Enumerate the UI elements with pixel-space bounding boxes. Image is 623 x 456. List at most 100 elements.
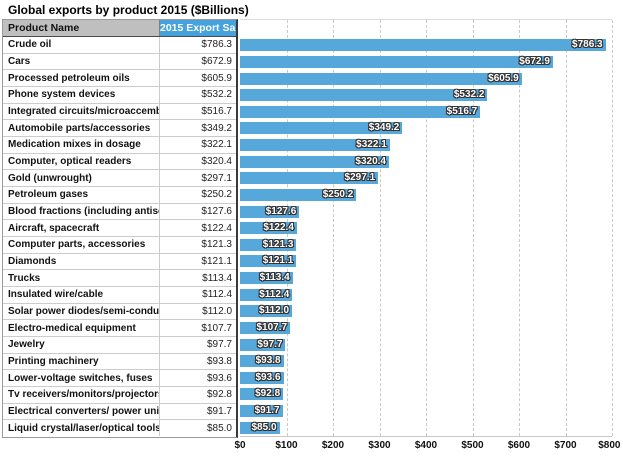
bar-row: $112.4: [240, 286, 612, 303]
column-header-export-sales: 2015 Export Sales: [160, 20, 236, 36]
export-sales-cell: $250.2: [201, 189, 232, 201]
bar-row: $85.0: [240, 419, 612, 436]
bar-value-label: $349.2: [368, 122, 400, 134]
table-row: Printing machinery $93.8: [3, 353, 236, 371]
bar-row: $121.1: [240, 253, 612, 270]
bar: $122.4: [240, 222, 297, 235]
gridline: [333, 20, 334, 436]
bar-value-label: $113.4: [259, 272, 290, 284]
export-sales-cell: $112.4: [202, 289, 232, 301]
bar-value-label: $127.6: [265, 205, 297, 217]
product-name-cell: Liquid crystal/laser/optical tools: [3, 420, 160, 437]
bar: $605.9: [240, 72, 522, 85]
bar: $786.3: [240, 39, 606, 52]
bar-row: $297.1: [240, 170, 612, 187]
export-sales-cell: $85.0: [206, 422, 232, 434]
x-axis-tick-label: $800: [598, 440, 621, 451]
table-row: Tv receivers/monitors/projectors $92.8: [3, 387, 236, 404]
product-name-cell: Printing machinery: [3, 353, 160, 370]
bar-value-label: $97.7: [257, 338, 283, 350]
product-name-cell: Processed petroleum oils: [3, 70, 160, 87]
bar-value-label: $85.0: [251, 421, 277, 433]
export-sales-cell: $322.1: [201, 139, 232, 151]
gridline: [472, 20, 474, 436]
bar: $322.1: [240, 139, 390, 152]
bar: $91.7: [240, 405, 283, 418]
bar: $93.6: [240, 371, 284, 384]
x-axis-tick-label: $100: [275, 440, 298, 451]
product-name-cell: Electro-medical equipment: [3, 320, 160, 337]
table-row: Blood fractions (including antisera) $127…: [3, 203, 236, 221]
table-row: Jewelry $97.7: [3, 337, 236, 354]
bar-row: $349.2: [240, 120, 612, 137]
table-row: Gold (unwrought) $297.1: [3, 170, 236, 188]
gridline: [612, 20, 613, 436]
export-sales-cell: $107.7: [201, 322, 232, 334]
product-name-cell: Solar power diodes/semi-conductors: [3, 303, 160, 320]
bar-value-label: $122.4: [263, 222, 294, 234]
bar-row: $91.7: [240, 403, 612, 420]
bar-row: $672.9: [240, 54, 612, 71]
bar: $516.7: [240, 105, 481, 118]
product-name-cell: Cars: [3, 53, 160, 70]
product-name-cell: Trucks: [3, 270, 160, 287]
table-row: Automobile parts/accessories $349.2: [3, 120, 236, 138]
bar-value-label: $322.1: [356, 139, 387, 151]
export-sales-cell: $121.3: [201, 239, 232, 251]
export-sales-cell: $320.4: [201, 156, 232, 168]
bar-value-label: $532.2: [453, 89, 485, 101]
bar-row: $127.6: [240, 203, 612, 220]
x-axis-tick-label: $400: [414, 440, 438, 451]
product-name-cell: Automobile parts/accessories: [3, 120, 160, 137]
bar-row: $93.8: [240, 353, 612, 370]
table-row: Lower-voltage switches, fuses $93.6: [3, 370, 236, 388]
table-row: Aircraft, spacecraft $122.4: [3, 220, 236, 238]
table-row: Computer, optical readers $320.4: [3, 153, 236, 171]
column-header-product-name: Product Name: [3, 20, 160, 36]
product-name-cell: Phone system devices: [3, 87, 160, 103]
gridline: [426, 20, 427, 436]
table-row: Trucks $113.4: [3, 270, 236, 288]
bar-value-label: $93.8: [255, 355, 281, 367]
product-name-cell: Lower-voltage switches, fuses: [3, 370, 160, 387]
export-sales-cell: $91.7: [206, 406, 232, 418]
bars-container: $786.3 $672.9 $605.9 $532.2 $516.7 $349.2 $322…: [240, 37, 612, 436]
product-name-cell: Tv receivers/monitors/projectors: [3, 387, 160, 403]
gridline: [519, 20, 520, 436]
bar-chart: $786.3 $672.9 $605.9 $532.2 $516.7 $349.2 $322…: [234, 19, 623, 456]
bar: $121.3: [240, 238, 297, 251]
bar: $250.2: [240, 188, 357, 201]
product-name-cell: Aircraft, spacecraft: [3, 220, 160, 237]
product-name-cell: Jewelry: [3, 337, 160, 353]
bar-row: $107.7: [240, 320, 612, 337]
bar-row: $532.2: [240, 87, 612, 104]
x-axis: $0 $100 $200 $300 $400 $500 $600 $700 $800: [234, 440, 623, 456]
table-row: Electrical converters/ power units $91.7: [3, 403, 236, 421]
export-sales-cell: $93.6: [206, 372, 232, 384]
bar: $297.1: [240, 172, 379, 185]
bar-row: $93.6: [240, 370, 612, 387]
table-row: Liquid crystal/laser/optical tools $85.0: [3, 420, 236, 437]
export-sales-cell: $516.7: [201, 106, 232, 118]
product-name-cell: Gold (unwrought): [3, 170, 160, 187]
bar-row: $786.3: [240, 37, 612, 54]
export-sales-cell: $93.8: [206, 356, 232, 368]
bar-row: $250.2: [240, 187, 612, 204]
export-sales-cell: $127.6: [201, 206, 232, 218]
export-sales-cell: $97.7: [206, 339, 232, 351]
table-row: Insulated wire/cable $112.4: [3, 287, 236, 304]
bar-row: $322.1: [240, 137, 612, 154]
bar-row: $92.8: [240, 386, 612, 403]
x-axis-tick-label: $700: [554, 440, 577, 451]
table-row: Cars $672.9: [3, 53, 236, 71]
table-header-row: Product Name 2015 Export Sales: [3, 20, 236, 37]
bar: $97.7: [240, 338, 286, 351]
product-name-cell: Electrical converters/ power units: [3, 403, 160, 420]
bar: $107.7: [240, 321, 291, 334]
bar: $672.9: [240, 55, 553, 68]
bar: $349.2: [240, 122, 403, 135]
bar-value-label: $121.3: [262, 238, 294, 250]
product-name-cell: Blood fractions (including antisera): [3, 203, 160, 220]
table-row: Petroleum gases $250.2: [3, 187, 236, 204]
product-name-cell: Crude oil: [3, 37, 160, 53]
